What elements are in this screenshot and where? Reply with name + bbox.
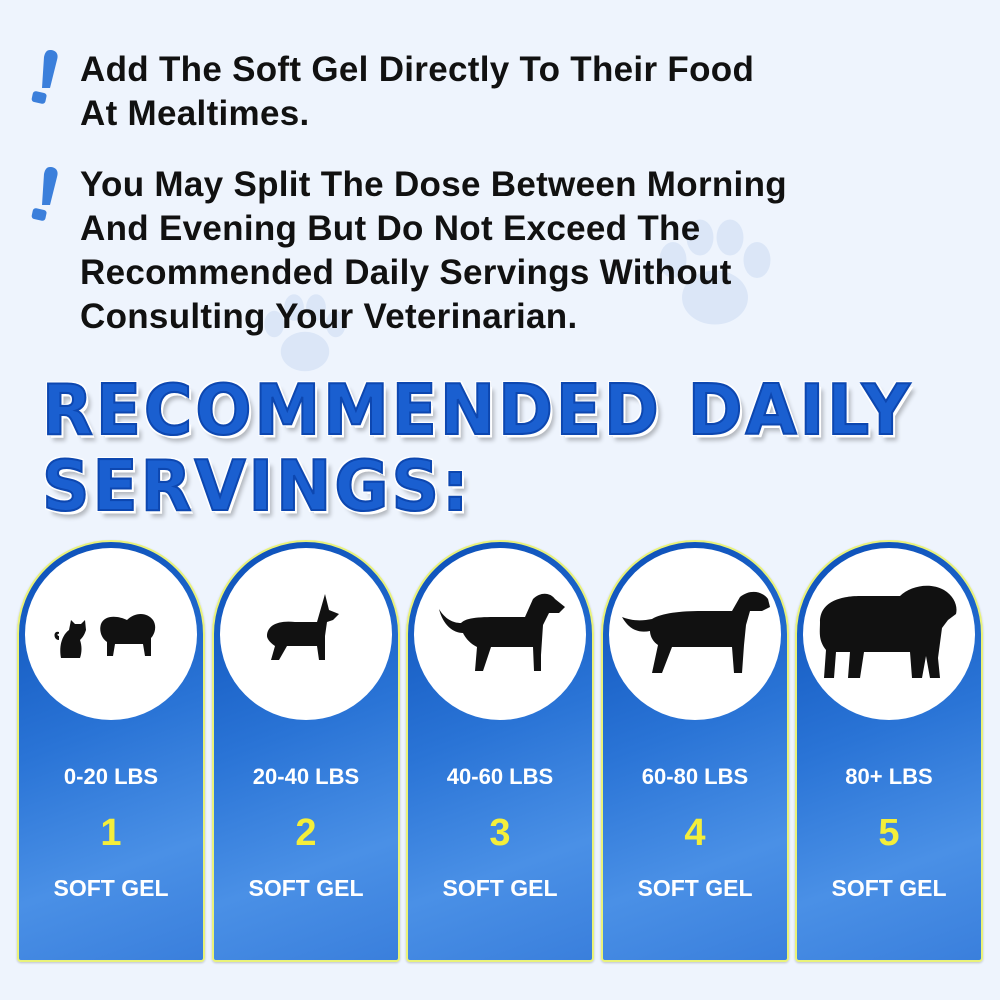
unit-label: SOFT GEL: [831, 875, 947, 901]
weight-range: 20-40 LBS: [252, 764, 360, 789]
soft-gel-count: 4: [684, 812, 706, 854]
unit-label: SOFT GEL: [442, 875, 558, 901]
paw-print-decoration-icon: [659, 219, 771, 325]
shaggy-dog-icon: [814, 582, 964, 687]
large-dog-icon: [620, 587, 770, 682]
corgi-icon: [261, 592, 351, 677]
instruction-line: Consulting Your Veterinarian.: [80, 297, 578, 336]
instruction-line: At Mealtimes.: [80, 94, 310, 133]
serving-card: 0-20 LBS 1 SOFT GEL: [17, 540, 205, 962]
weight-range: 0-20 LBS: [63, 764, 159, 789]
instruction-line: And Evening But Do Not Exceed The: [80, 209, 701, 248]
weight-range: 40-60 LBS: [446, 764, 554, 789]
exclamation-icon: [31, 167, 58, 221]
soft-gel-count: 5: [878, 812, 900, 854]
headline-line-1: RECOMMENDED DAILY: [41, 369, 913, 452]
unit-label: SOFT GEL: [637, 875, 753, 901]
animal-circle: [220, 548, 392, 720]
animal-circle: [609, 548, 781, 720]
medium-dog-icon: [435, 587, 565, 682]
headline-line-2: SERVINGS:: [41, 445, 472, 528]
instruction-line: Recommended Daily Servings Without: [80, 253, 732, 292]
soft-gel-count: 2: [295, 812, 317, 854]
serving-card: 20-40 LBS 2 SOFT GEL: [212, 540, 400, 962]
exclamation-icon: [31, 50, 58, 104]
animal-circle: [414, 548, 586, 720]
soft-gel-count: 3: [489, 812, 511, 854]
unit-label: SOFT GEL: [53, 875, 169, 901]
unit-label: SOFT GEL: [248, 875, 364, 901]
serving-card: 60-80 LBS 4 SOFT GEL: [601, 540, 789, 962]
serving-card: 40-60 LBS 3 SOFT GEL: [406, 540, 594, 962]
instruction-line: You May Split The Dose Between Morning: [80, 165, 787, 204]
instruction-line: Add The Soft Gel Directly To Their Food: [80, 50, 755, 89]
soft-gel-count: 1: [100, 812, 122, 854]
weight-range: 80+ LBS: [845, 764, 933, 789]
serving-card: 80+ LBS 5 SOFT GEL: [795, 540, 983, 962]
cat-and-small-dog-icon: [51, 602, 171, 667]
paw-print-decoration-icon: [264, 294, 346, 372]
weight-range: 60-80 LBS: [641, 764, 749, 789]
animal-circle: [25, 548, 197, 720]
animal-circle: [803, 548, 975, 720]
